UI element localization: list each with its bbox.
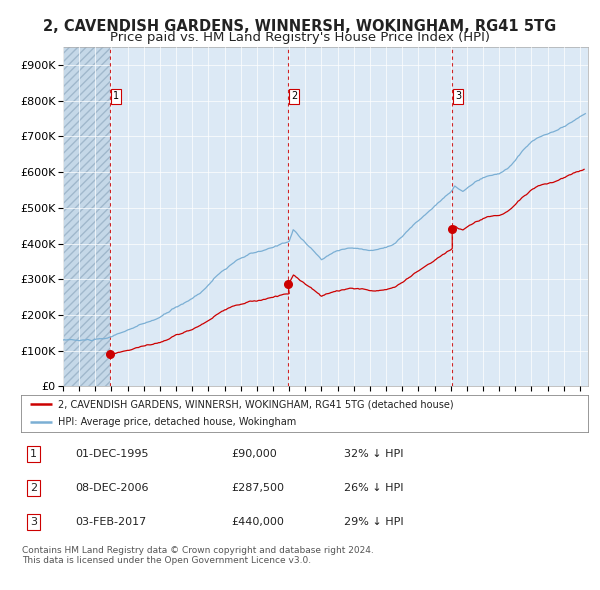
Text: 3: 3	[455, 91, 461, 101]
Text: 1: 1	[30, 449, 37, 459]
Text: Price paid vs. HM Land Registry's House Price Index (HPI): Price paid vs. HM Land Registry's House …	[110, 31, 490, 44]
Text: 2: 2	[30, 483, 37, 493]
Text: 08-DEC-2006: 08-DEC-2006	[75, 483, 148, 493]
Text: £90,000: £90,000	[231, 449, 277, 459]
Text: HPI: Average price, detached house, Wokingham: HPI: Average price, detached house, Woki…	[58, 417, 296, 427]
Text: 26% ↓ HPI: 26% ↓ HPI	[344, 483, 404, 493]
Text: £440,000: £440,000	[231, 517, 284, 527]
Text: 29% ↓ HPI: 29% ↓ HPI	[344, 517, 404, 527]
Text: 2, CAVENDISH GARDENS, WINNERSH, WOKINGHAM, RG41 5TG: 2, CAVENDISH GARDENS, WINNERSH, WOKINGHA…	[43, 19, 557, 34]
Text: 1: 1	[113, 91, 119, 101]
Text: 2: 2	[291, 91, 297, 101]
Text: 3: 3	[30, 517, 37, 527]
Bar	[63, 47, 110, 386]
Text: 32% ↓ HPI: 32% ↓ HPI	[344, 449, 404, 459]
Text: £287,500: £287,500	[231, 483, 284, 493]
Text: 01-DEC-1995: 01-DEC-1995	[75, 449, 148, 459]
Text: 2, CAVENDISH GARDENS, WINNERSH, WOKINGHAM, RG41 5TG (detached house): 2, CAVENDISH GARDENS, WINNERSH, WOKINGHA…	[58, 399, 454, 409]
Text: Contains HM Land Registry data © Crown copyright and database right 2024.
This d: Contains HM Land Registry data © Crown c…	[22, 546, 374, 565]
Text: 03-FEB-2017: 03-FEB-2017	[75, 517, 146, 527]
